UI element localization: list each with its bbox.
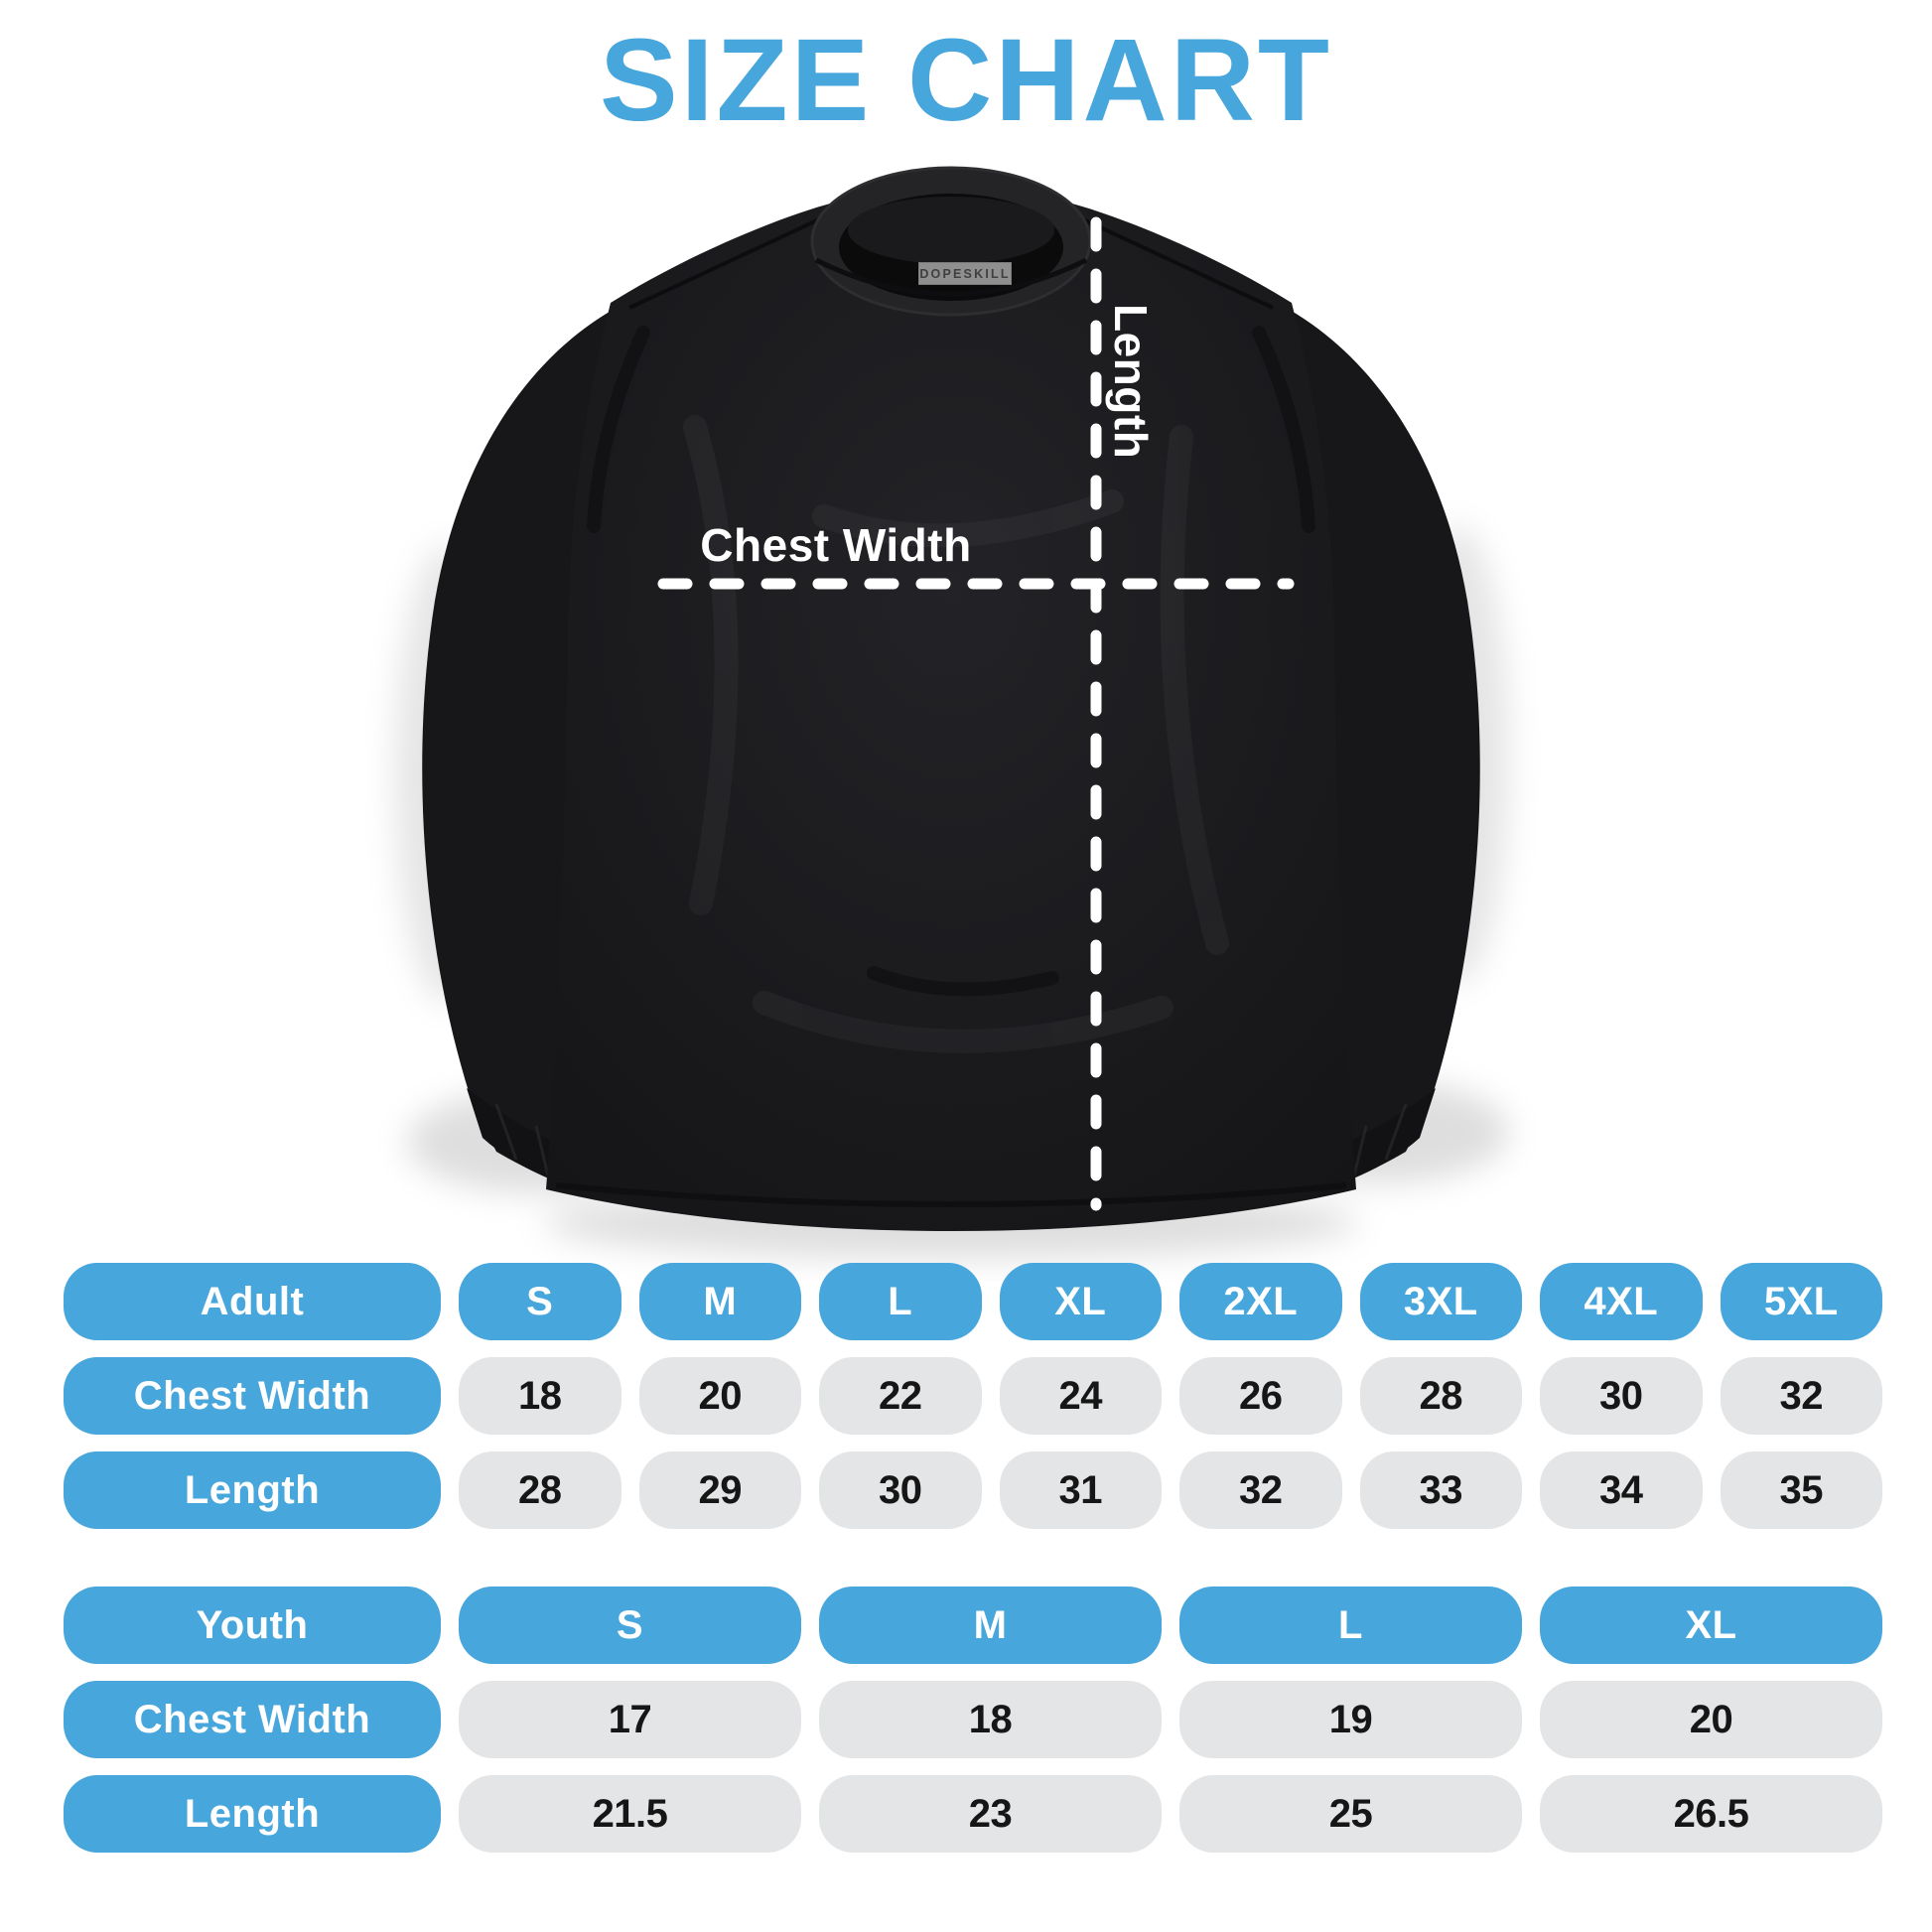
size-value-cell: 17: [459, 1681, 801, 1758]
size-value-cell: 26: [1179, 1357, 1342, 1435]
row-label-cell: Chest Width: [64, 1681, 441, 1758]
size-header-cell: 3XL: [1359, 1263, 1522, 1340]
size-value-cell: 23: [819, 1775, 1162, 1853]
tshirt-diagram: Chest Width Length DOPESKILL: [395, 166, 1509, 1259]
row-label-cell: Length: [64, 1451, 441, 1529]
size-value-cell: 28: [459, 1451, 621, 1529]
tshirt-body: [546, 192, 1356, 1231]
size-value-cell: 20: [1540, 1681, 1882, 1758]
size-value-cell: 26.5: [1540, 1775, 1882, 1853]
size-header-cell: 4XL: [1540, 1263, 1703, 1340]
table-title-cell: Youth: [64, 1587, 441, 1664]
size-value-cell: 33: [1359, 1451, 1522, 1529]
size-header-cell: S: [459, 1587, 801, 1664]
size-header-cell: S: [459, 1263, 621, 1340]
size-value-cell: 32: [1720, 1357, 1882, 1435]
length-label: Length: [1105, 304, 1157, 460]
row-label-cell: Chest Width: [64, 1357, 441, 1435]
size-value-cell: 18: [459, 1357, 621, 1435]
size-header-cell: XL: [999, 1263, 1162, 1340]
size-value-cell: 18: [819, 1681, 1162, 1758]
adult-size-table: Adult S M L XL 2XL 3XL 4XL 5XL Chest Wid…: [64, 1263, 1882, 1529]
table-title-cell: Adult: [64, 1263, 441, 1340]
size-header-cell: M: [638, 1263, 801, 1340]
size-value-cell: 34: [1540, 1451, 1703, 1529]
row-label-cell: Length: [64, 1775, 441, 1853]
size-value-cell: 25: [1179, 1775, 1522, 1853]
size-value-cell: 24: [999, 1357, 1162, 1435]
page-title: SIZE CHART: [600, 15, 1332, 146]
size-value-cell: 32: [1179, 1451, 1342, 1529]
size-value-cell: 28: [1359, 1357, 1522, 1435]
size-value-cell: 29: [638, 1451, 801, 1529]
size-value-cell: 22: [819, 1357, 982, 1435]
size-header-cell: 5XL: [1720, 1263, 1882, 1340]
size-header-cell: 2XL: [1179, 1263, 1342, 1340]
tshirt-graphic: [395, 166, 1509, 1259]
size-header-cell: L: [1179, 1587, 1522, 1664]
chest-width-label: Chest Width: [700, 519, 972, 571]
collar-brand-tag: DOPESKILL: [918, 262, 1012, 285]
size-value-cell: 20: [638, 1357, 801, 1435]
size-value-cell: 30: [819, 1451, 982, 1529]
youth-size-table: Youth S M L XL Chest Width 17 18 19 20 L…: [64, 1587, 1882, 1853]
size-value-cell: 19: [1179, 1681, 1522, 1758]
size-value-cell: 31: [999, 1451, 1162, 1529]
tshirt-collar: [810, 166, 1092, 317]
size-value-cell: 35: [1720, 1451, 1882, 1529]
size-value-cell: 30: [1540, 1357, 1703, 1435]
size-value-cell: 21.5: [459, 1775, 801, 1853]
size-header-cell: L: [819, 1263, 982, 1340]
size-header-cell: M: [819, 1587, 1162, 1664]
size-header-cell: XL: [1540, 1587, 1882, 1664]
